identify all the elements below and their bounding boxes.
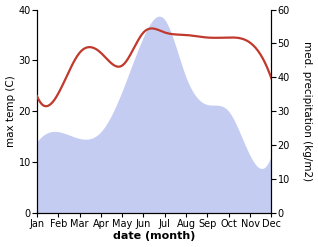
Y-axis label: med. precipitation (kg/m2): med. precipitation (kg/m2) [302, 41, 313, 181]
Y-axis label: max temp (C): max temp (C) [5, 75, 16, 147]
X-axis label: date (month): date (month) [113, 231, 195, 242]
